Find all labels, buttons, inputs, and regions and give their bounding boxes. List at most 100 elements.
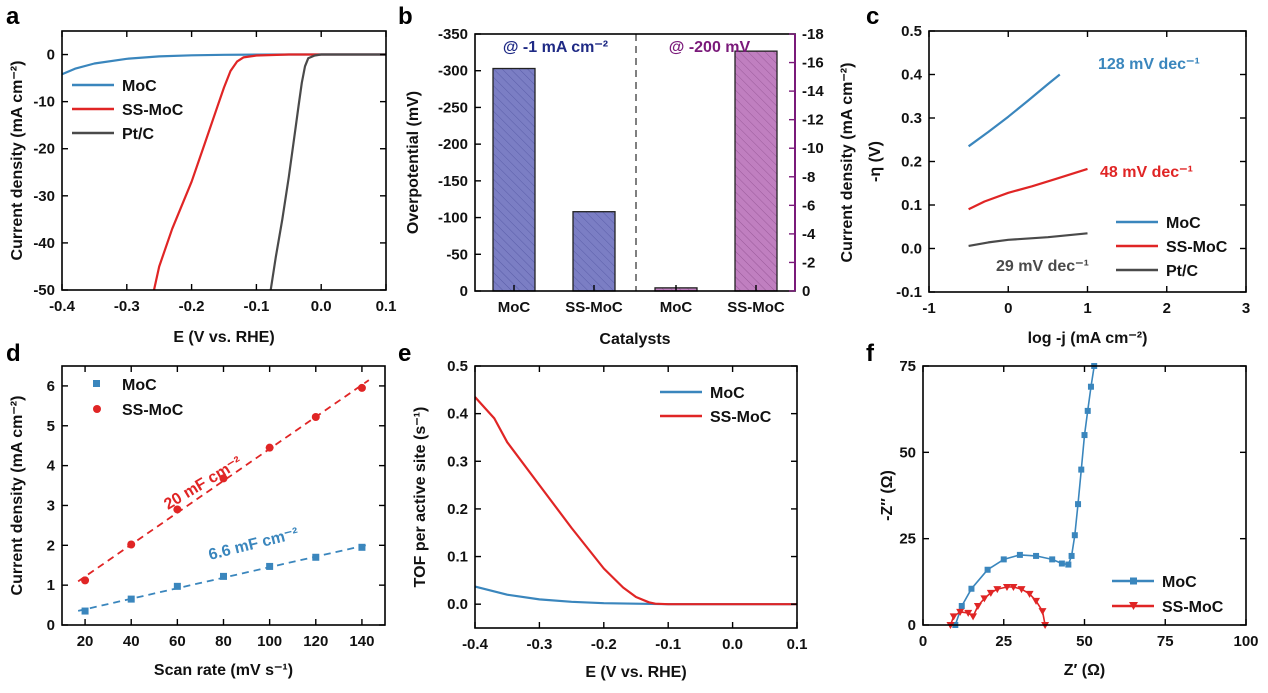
panel-label: e — [398, 340, 411, 367]
c-y-tick-label: -0.1 — [896, 284, 922, 301]
panel-d-chart: 20 40 60 80 100 120 140 0 1 2 3 4 5 6 Scan rate (mV s⁻… — [9, 365, 386, 679]
c-y-tick-label: 0.0 — [901, 241, 922, 258]
x-axis-label: E (V vs. RHE) — [585, 664, 686, 681]
e-x-tick-label: 0.1 — [787, 636, 808, 653]
a-y-tick-label: -50 — [33, 282, 55, 299]
panel-label: f — [866, 340, 875, 367]
d-x-tick-label: 20 — [77, 633, 94, 650]
data-point-SS-MoC — [973, 603, 982, 611]
c-x-tick-label: 3 — [1242, 300, 1250, 317]
e-y-tick-label: 0.2 — [447, 501, 468, 518]
series-line-Pt/C — [269, 53, 386, 291]
data-point-MoC — [1084, 407, 1091, 414]
b-category-label: SS-MoC — [727, 299, 785, 316]
d-y-tick-label: 0 — [47, 617, 55, 634]
data-point-MoC — [1058, 560, 1065, 567]
data-point-SS-MoC — [1009, 584, 1018, 592]
y-axis-label: Current density (mA cm⁻²) — [9, 396, 26, 596]
c-x-tick-label: 0 — [1004, 300, 1012, 317]
b-right-tick-label: -6 — [802, 197, 815, 214]
data-point-SS-MoC — [311, 413, 320, 422]
data-point-MoC — [1033, 552, 1040, 559]
data-point-MoC — [312, 553, 320, 561]
y-axis-label-right: Current density (mA cm⁻²) — [839, 63, 856, 263]
b-right-tick-label: -2 — [802, 254, 815, 271]
legend-label: MoC — [122, 377, 157, 394]
d-y-tick-label: 3 — [47, 497, 55, 514]
slope-annotation: 48 mV dec⁻¹ — [1100, 164, 1193, 181]
a-y-tick-label: -20 — [33, 141, 55, 158]
series-line-SS-MoC — [474, 396, 797, 606]
b-left-tick-label: -300 — [438, 63, 468, 80]
slope-annotation: 128 mV dec⁻¹ — [1098, 56, 1200, 73]
b-right-tick-label: -18 — [802, 26, 824, 43]
data-point-MoC — [1016, 551, 1023, 558]
panel-c-chart: -1 0 1 2 3 -0.1 0.0 0.1 0.2 0.3 0.4 0.5 log -j (mA c… — [867, 23, 1250, 347]
e-y-tick-label: 0.5 — [447, 358, 468, 375]
data-point-MoC — [958, 603, 965, 610]
series-line-MoC — [954, 365, 1095, 626]
b-left-tick-label: -100 — [438, 210, 468, 227]
legend-MoC-label: MoC — [122, 78, 157, 95]
legend-label: SS-MoC — [122, 402, 184, 419]
data-point-SS-MoC — [969, 613, 978, 621]
data-point-MoC — [1071, 532, 1078, 539]
f-x-tick-label: 100 — [1233, 633, 1258, 650]
legend-SS-MoC-marker — [1129, 602, 1138, 610]
group-label: @ -1 mA cm⁻² — [503, 39, 608, 56]
data-point-MoC — [220, 572, 227, 580]
panel-label: a — [6, 3, 20, 30]
d-x-tick-label: 80 — [215, 633, 232, 650]
b-right-tick-label: 0 — [802, 283, 810, 300]
x-axis-label: Catalysts — [599, 331, 670, 348]
b-category-label: SS-MoC — [565, 299, 623, 316]
legend-MoC-label: MoC — [1162, 574, 1197, 591]
c-y-tick-label: 0.5 — [901, 23, 922, 40]
series-line-SS-MoC — [968, 167, 1088, 211]
legend-Pt/C-label: Pt/C — [1166, 263, 1198, 280]
c-x-tick-label: -1 — [922, 300, 935, 317]
y-axis-label: Current density (mA cm⁻²) — [9, 61, 26, 261]
f-x-tick-label: 50 — [1076, 633, 1093, 650]
panel-a-chart: -0.4 -0.3 -0.2 -0.1 0.0 0.1 -50 -40 -30 -20 -10 0 E … — [9, 30, 396, 346]
series-line-MoC — [61, 53, 386, 76]
legend-marker — [93, 405, 101, 413]
legend-SS-MoC-label: SS-MoC — [122, 102, 184, 119]
data-point-SS-MoC — [1017, 586, 1026, 594]
b-left-tick-label: -150 — [438, 173, 468, 190]
d-y-tick-label: 5 — [47, 418, 55, 435]
panel-label: c — [866, 3, 879, 30]
legend-MoC-label: MoC — [710, 385, 745, 402]
x-axis-label: E (V vs. RHE) — [173, 329, 274, 346]
panel-e-chart: -0.4 -0.3 -0.2 -0.1 0.0 0.1 0.0 0.1 0.2 0.3 0.4 0.5… — [412, 358, 807, 681]
b-right-tick-label: -16 — [802, 55, 824, 72]
data-point-MoC — [81, 607, 89, 615]
a-x-tick-label: -0.1 — [243, 298, 269, 315]
a-x-tick-label: -0.2 — [179, 298, 205, 315]
b-right-tick-label: -8 — [802, 169, 815, 186]
bar-3 — [734, 50, 778, 292]
series-line-MoC — [474, 585, 797, 606]
d-y-tick-label: 1 — [47, 577, 55, 594]
f-y-tick-label: 0 — [908, 617, 916, 634]
data-point-MoC — [984, 566, 991, 573]
slope-annotation: 20 mF cm⁻² — [161, 454, 245, 514]
data-point-SS-MoC — [956, 608, 965, 616]
e-x-tick-label: -0.2 — [591, 636, 617, 653]
data-point-MoC — [1068, 552, 1075, 559]
d-y-tick-label: 4 — [47, 458, 56, 475]
d-x-tick-label: 40 — [123, 633, 140, 650]
data-point-MoC — [266, 562, 274, 570]
y-axis-label: -η (V) — [867, 141, 884, 182]
f-y-tick-label: 50 — [899, 444, 916, 461]
data-point-MoC — [968, 585, 975, 592]
panel-label: b — [398, 3, 413, 30]
data-point-SS-MoC — [949, 613, 958, 621]
e-x-tick-label: -0.1 — [655, 636, 681, 653]
data-point-SS-MoC — [219, 474, 228, 483]
b-right-tick-label: -10 — [802, 140, 824, 157]
data-point-MoC — [173, 582, 181, 590]
data-point-SS-MoC — [964, 609, 973, 617]
data-point-MoC — [1087, 383, 1094, 390]
data-point-MoC — [1081, 432, 1088, 439]
